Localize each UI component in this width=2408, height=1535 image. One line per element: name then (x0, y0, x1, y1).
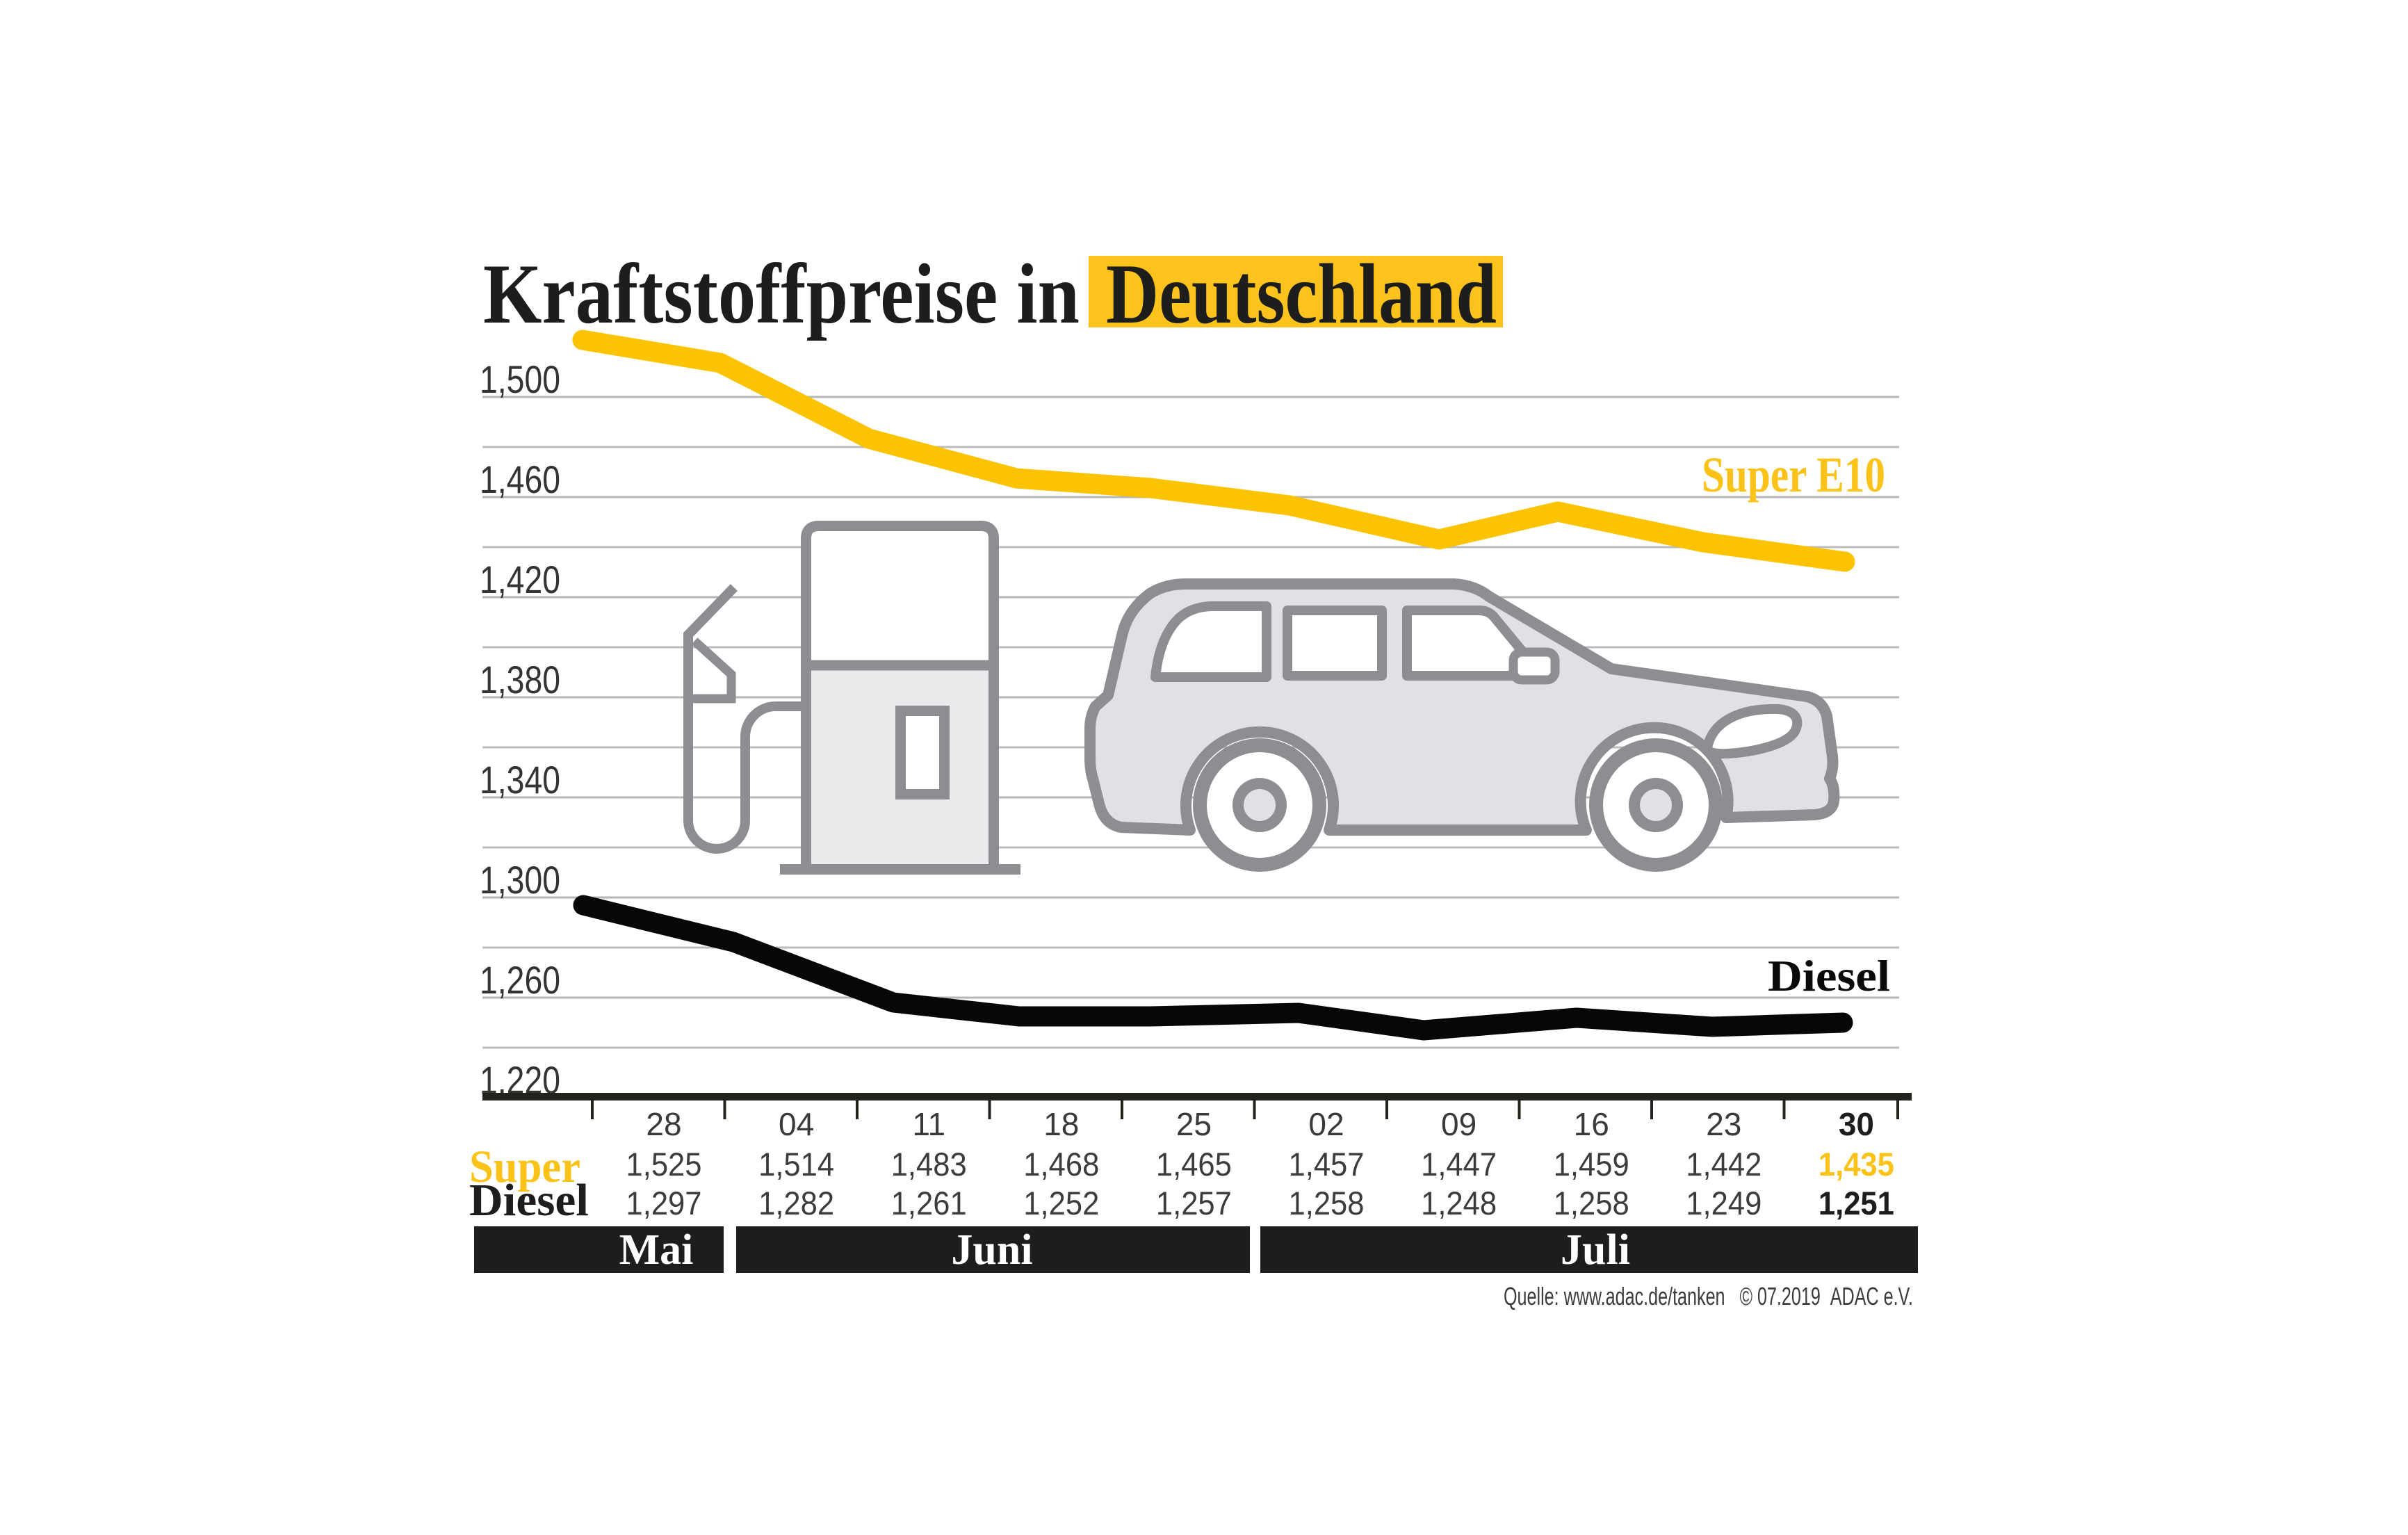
svg-text:1,459: 1,459 (1554, 1146, 1629, 1183)
svg-text:1,460: 1,460 (480, 457, 560, 501)
svg-text:1,483: 1,483 (891, 1146, 967, 1183)
svg-text:16: 16 (1574, 1106, 1609, 1142)
svg-text:1,380: 1,380 (480, 658, 560, 701)
svg-text:02: 02 (1308, 1106, 1344, 1142)
svg-text:1,442: 1,442 (1686, 1146, 1762, 1183)
svg-text:1,260: 1,260 (480, 958, 560, 1002)
svg-text:1,300: 1,300 (480, 858, 560, 902)
svg-text:23: 23 (1706, 1106, 1741, 1142)
svg-text:1,435: 1,435 (1819, 1146, 1894, 1183)
svg-text:30: 30 (1839, 1106, 1874, 1142)
svg-text:Juli: Juli (1561, 1226, 1630, 1274)
svg-text:Deutschland: Deutschland (1106, 246, 1497, 341)
svg-text:1,261: 1,261 (891, 1185, 967, 1221)
svg-text:Quelle: www.adac.de/tanken ©: Quelle: www.adac.de/tanken © 07.2019 ADA… (1504, 1282, 1913, 1310)
svg-text:1,249: 1,249 (1686, 1185, 1762, 1221)
svg-text:Kraftstoffpreise in: Kraftstoffpreise in (483, 246, 1080, 341)
svg-text:1,514: 1,514 (758, 1146, 834, 1183)
svg-text:Mai: Mai (619, 1226, 694, 1274)
svg-text:1,257: 1,257 (1156, 1185, 1232, 1221)
svg-text:Diesel: Diesel (1768, 951, 1890, 1000)
svg-text:1,447: 1,447 (1421, 1146, 1497, 1183)
svg-text:1,457: 1,457 (1289, 1146, 1365, 1183)
svg-text:1,251: 1,251 (1819, 1185, 1894, 1221)
svg-text:1,500: 1,500 (480, 357, 560, 401)
svg-text:09: 09 (1441, 1106, 1476, 1142)
svg-text:1,340: 1,340 (480, 758, 560, 802)
svg-text:1,252: 1,252 (1023, 1185, 1099, 1221)
svg-text:1,468: 1,468 (1023, 1146, 1099, 1183)
svg-text:25: 25 (1176, 1106, 1212, 1142)
svg-text:1,258: 1,258 (1554, 1185, 1629, 1221)
svg-text:1,297: 1,297 (626, 1185, 702, 1221)
svg-text:11: 11 (912, 1106, 945, 1142)
svg-text:Super E10: Super E10 (1702, 447, 1885, 503)
svg-text:1,465: 1,465 (1156, 1146, 1232, 1183)
svg-text:1,282: 1,282 (758, 1185, 834, 1221)
svg-text:1,525: 1,525 (626, 1146, 702, 1183)
svg-text:1,248: 1,248 (1421, 1185, 1497, 1221)
svg-text:Juni: Juni (951, 1226, 1032, 1274)
svg-text:18: 18 (1043, 1106, 1079, 1142)
svg-text:Diesel: Diesel (469, 1175, 589, 1226)
svg-text:Super: Super (469, 1142, 580, 1192)
svg-text:28: 28 (646, 1106, 681, 1142)
svg-text:04: 04 (779, 1106, 814, 1142)
svg-text:1,258: 1,258 (1289, 1185, 1365, 1221)
svg-text:1,420: 1,420 (480, 558, 560, 601)
